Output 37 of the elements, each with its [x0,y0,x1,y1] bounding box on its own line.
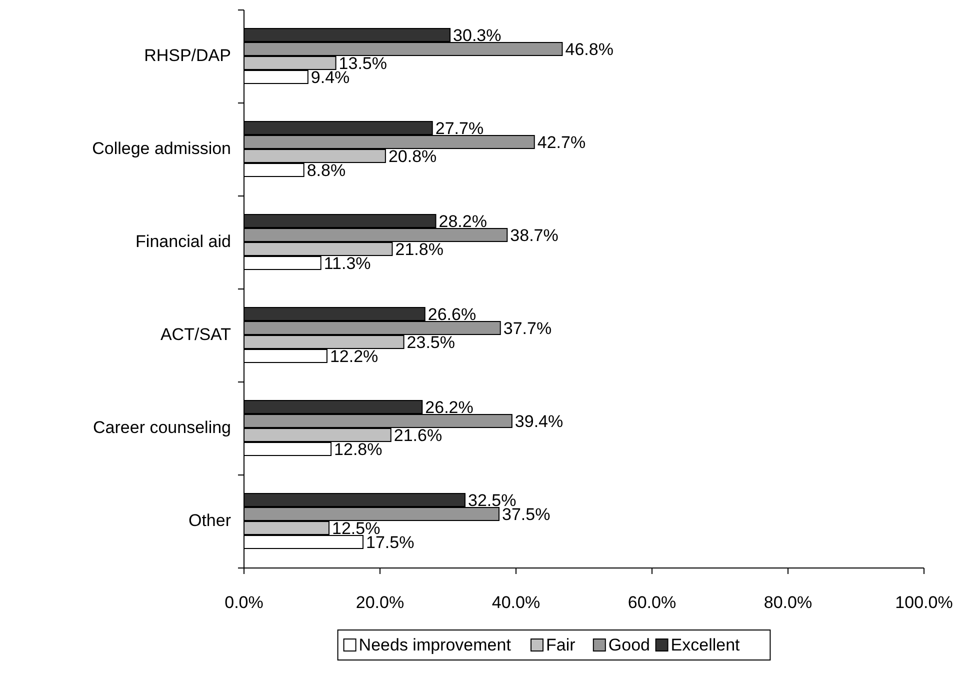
data-label: 37.7% [503,318,552,338]
legend-label: Needs improvement [358,635,512,654]
y-tick-label: RHSP/DAP [144,46,231,65]
x-tick-label: 100.0% [895,593,953,612]
legend-label: Excellent [670,635,740,654]
x-tick-label: 40.0% [492,593,540,612]
y-tick-label: ACT/SAT [160,324,231,344]
data-label: 17.5% [366,532,414,552]
data-label: 8.8% [306,160,346,180]
y-tick-label: College admission [92,138,231,158]
data-label: 38.7% [510,226,558,245]
data-label: 27.7% [435,118,484,138]
x-tick-label: 0.0% [224,593,264,612]
data-label: 20.8% [388,146,437,166]
data-label: 30.3% [453,26,502,45]
data-label: 37.5% [502,504,550,524]
data-label: 42.7% [537,132,586,152]
data-label: 12.2% [330,346,378,366]
data-label: 26.2% [425,398,474,417]
data-label: 26.6% [428,304,476,324]
data-label: 11.3% [324,254,371,273]
legend-label: Fair [546,635,576,654]
data-label: 39.4% [514,412,564,431]
x-tick-label: 80.0% [764,593,812,612]
data-label: 12.8% [334,440,382,459]
y-tick-label: Career counseling [93,418,231,437]
legend-label: Good [608,635,650,654]
data-label: 46.8% [565,40,614,59]
x-tick-label: 60.0% [628,593,676,612]
data-label: 21.6% [394,426,442,445]
data-label: 28.2% [438,212,487,231]
x-tick-label: 20.0% [356,593,404,612]
data-label: 21.8% [395,240,444,259]
y-tick-label: Financial aid [136,232,231,251]
y-tick-label: Other [188,510,232,530]
data-label: 9.4% [310,68,350,87]
data-label: 23.5% [406,332,456,352]
